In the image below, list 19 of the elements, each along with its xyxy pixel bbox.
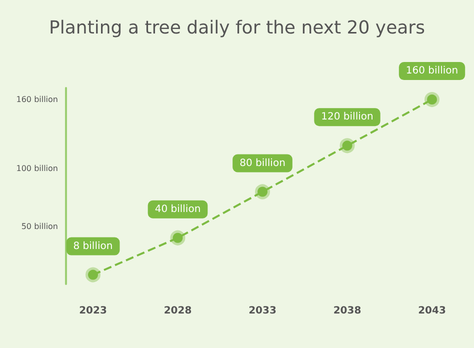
x-tick-label: 2043	[418, 306, 446, 316]
x-tick-label: 2033	[248, 306, 276, 316]
data-label: 160 billion	[406, 66, 458, 77]
x-tick-label: 2028	[164, 306, 192, 316]
data-label: 40 billion	[154, 204, 201, 215]
x-tick-label: 2023	[79, 306, 107, 316]
point	[86, 267, 100, 282]
point	[340, 138, 355, 154]
data-label: 80 billion	[240, 158, 286, 169]
y-tick-label: 160 billion	[16, 95, 58, 104]
chart-title: Planting a tree daily for the next 20 years	[49, 18, 425, 38]
point	[255, 184, 270, 200]
data-label: 8 billion	[73, 240, 113, 252]
point	[424, 92, 440, 108]
point	[170, 230, 186, 246]
y-tick-label: 50 billion	[21, 222, 58, 231]
y-tick-label: 100 billion	[16, 164, 58, 174]
data-label: 120 billion	[321, 112, 374, 123]
x-tick-label: 2038	[333, 306, 362, 316]
